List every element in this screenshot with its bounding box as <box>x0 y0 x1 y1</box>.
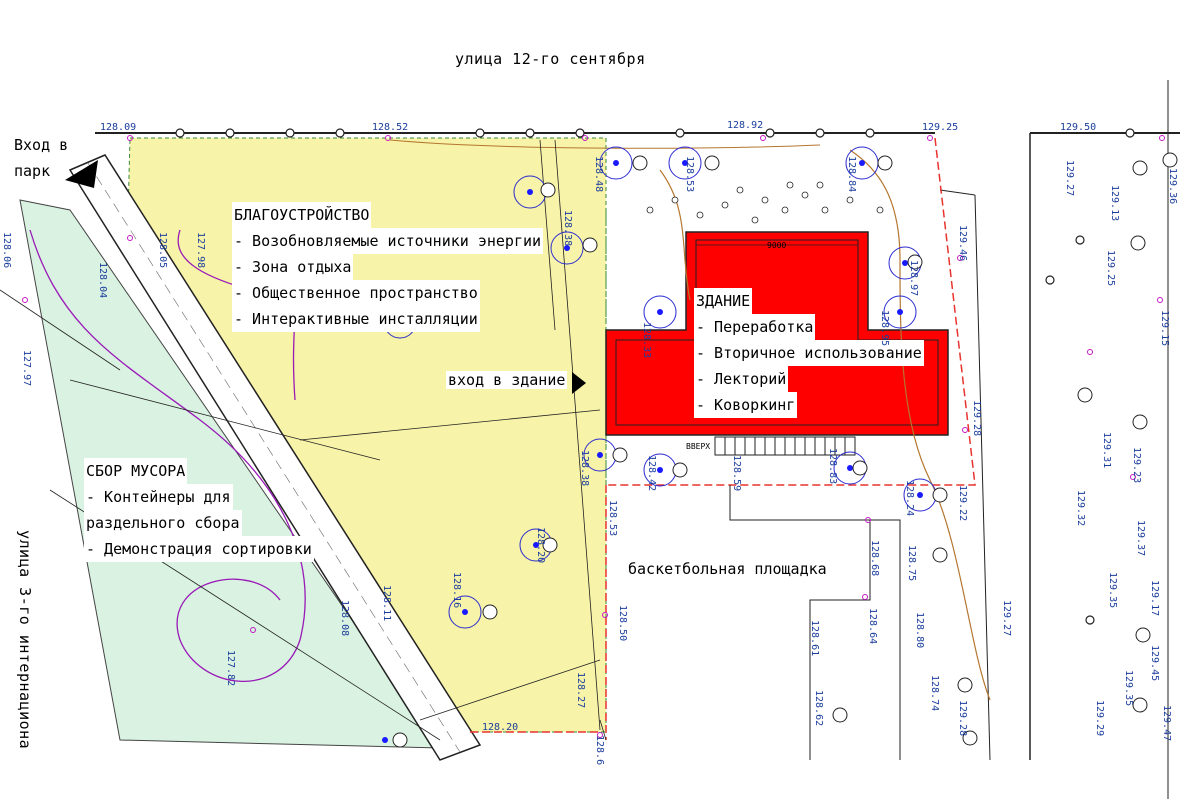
elevation-mark: 128.84 <box>846 156 857 193</box>
elevation-mark: 129.22 <box>957 485 968 522</box>
elevation-mark: 129.47 <box>1161 705 1172 742</box>
elevation-mark: 129.37 <box>1135 520 1146 557</box>
landscaping-item: - Интерактивные инсталляции <box>232 306 480 332</box>
elevation-mark: 129.28 <box>957 700 968 737</box>
park-entrance-arrow <box>65 160 98 188</box>
elevation-mark: 128.27 <box>575 672 586 709</box>
elevation-mark: 128.52 <box>372 122 409 133</box>
elevation-mark: 127.82 <box>225 650 236 687</box>
elevation-mark: 128.20 <box>482 722 519 733</box>
elevation-mark: 128.95 <box>879 310 890 347</box>
fence-posts <box>175 128 1135 625</box>
elevation-mark: 129.25 <box>922 122 959 133</box>
elevation-mark: 129.31 <box>1101 432 1112 469</box>
elevation-mark: 129.45 <box>1149 645 1160 682</box>
elevation-mark: 127.98 <box>195 232 206 269</box>
elevation-mark: 129.27 <box>1001 600 1012 637</box>
building-legend: ЗДАНИЕ - Переработка - Вторичное использ… <box>694 288 924 418</box>
landscaping-item: - Общественное пространство <box>232 280 480 306</box>
elevation-mark: 128.53 <box>684 156 695 193</box>
park-entrance-line2: парк <box>14 162 51 180</box>
elevation-mark: 129.15 <box>1159 310 1170 347</box>
elevation-mark: 128.75 <box>906 545 917 582</box>
elevation-mark: 129.36 <box>1167 168 1178 205</box>
elevation-mark: 129.32 <box>1075 490 1086 527</box>
elevation-mark: 128.68 <box>869 540 880 577</box>
elevation-mark: 129.23 <box>1131 447 1142 484</box>
tree-markers <box>382 160 923 743</box>
elevation-mark: 128.11 <box>381 585 392 622</box>
elevation-mark: 128.09 <box>100 122 137 133</box>
elevation-mark: 129.17 <box>1149 580 1160 617</box>
elevation-mark: 129.28 <box>971 400 982 437</box>
building-item: - Лекторий <box>694 366 789 392</box>
building-entrance-label: вход в здание <box>446 371 568 389</box>
landscaping-title: БЛАГОУСТРОЙСТВО <box>232 202 372 228</box>
elevation-mark: 128.06 <box>1 232 12 269</box>
elevation-mark: 128.97 <box>908 260 919 297</box>
building-title: ЗДАНИЕ <box>694 288 753 314</box>
elevation-mark: 129.35 <box>1107 572 1118 609</box>
elevation-mark: 128.42 <box>646 455 657 492</box>
building-item: - Вторичное использование <box>694 340 924 366</box>
elevation-mark: 128.20 <box>535 527 546 564</box>
stairs-label: ВВЕРХ <box>686 442 711 451</box>
elevation-mark: 128.38 <box>579 450 590 487</box>
west-street-name: улица 3-го интернациона <box>16 530 34 750</box>
elevation-mark: 128.08 <box>339 600 350 637</box>
elevation-mark: 128.50 <box>617 605 628 642</box>
elevation-mark: 128.59 <box>731 455 742 492</box>
elevation-mark: 129.46 <box>957 225 968 262</box>
elevation-mark: 128.48 <box>593 156 604 193</box>
elevation-mark: 128.38 <box>562 210 573 247</box>
building-item: - Переработка <box>694 314 816 340</box>
elevation-mark: 128.05 <box>157 232 168 269</box>
elevation-mark: 129.50 <box>1060 122 1097 133</box>
elevation-mark: 128.16 <box>451 572 462 609</box>
park-entrance-label: Вход в парк <box>14 132 68 184</box>
elevation-mark: 128.33 <box>641 322 652 359</box>
waste-legend: СБОР МУСОРА - Контейнеры для раздельного… <box>84 458 314 562</box>
survey-points <box>22 135 1165 738</box>
elevation-mark: 129.27 <box>1064 160 1075 197</box>
bollards <box>646 181 884 224</box>
elevation-mark: 128.80 <box>914 612 925 649</box>
elevation-mark: 128.61 <box>809 620 820 657</box>
elevation-mark: 128.53 <box>607 500 618 537</box>
contour-line <box>29 229 306 682</box>
stairs <box>714 436 856 456</box>
elevation-mark: 129.29 <box>1094 700 1105 737</box>
elevation-mark: 128.24 <box>904 480 915 517</box>
basketball-court-label: баскетбольная площадка <box>628 560 827 578</box>
elevation-mark: 129.25 <box>1105 250 1116 287</box>
footpath <box>659 169 691 301</box>
elevation-mark: 128.64 <box>867 608 878 645</box>
north-street-name: улица 12-го сентября <box>455 50 646 68</box>
waste-item: раздельного сбора <box>84 510 242 536</box>
elevation-mark: 128.83 <box>827 448 838 485</box>
building-dimension: 9000 <box>767 241 787 250</box>
landscaping-item: - Зона отдыха <box>232 254 354 280</box>
waste-item: - Контейнеры для <box>84 484 233 510</box>
elevation-mark: 128.92 <box>727 120 764 131</box>
elevation-mark: 129.13 <box>1109 185 1120 222</box>
elevation-mark: 128.74 <box>929 675 940 712</box>
park-entrance-line1: Вход в <box>14 136 69 154</box>
elevation-mark: 127.97 <box>21 350 32 387</box>
site-boundary <box>606 137 976 486</box>
elevation-mark: 128.6 <box>594 735 605 766</box>
elevation-mark: 129.35 <box>1123 670 1134 707</box>
elevation-mark: 128.04 <box>97 262 108 299</box>
landscaping-item: - Возобновляемые источники энергии <box>232 228 544 254</box>
building-entrance-arrow <box>572 372 586 394</box>
shrubs <box>392 152 1178 748</box>
building-item: - Коворкинг <box>694 392 798 418</box>
waste-title: СБОР МУСОРА <box>84 458 188 484</box>
waste-item: - Демонстрация сортировки <box>84 536 314 562</box>
park-alley <box>68 154 482 761</box>
elevation-mark: 128.62 <box>813 690 824 727</box>
landscaping-legend: БЛАГОУСТРОЙСТВО - Возобновляемые источни… <box>232 202 544 332</box>
